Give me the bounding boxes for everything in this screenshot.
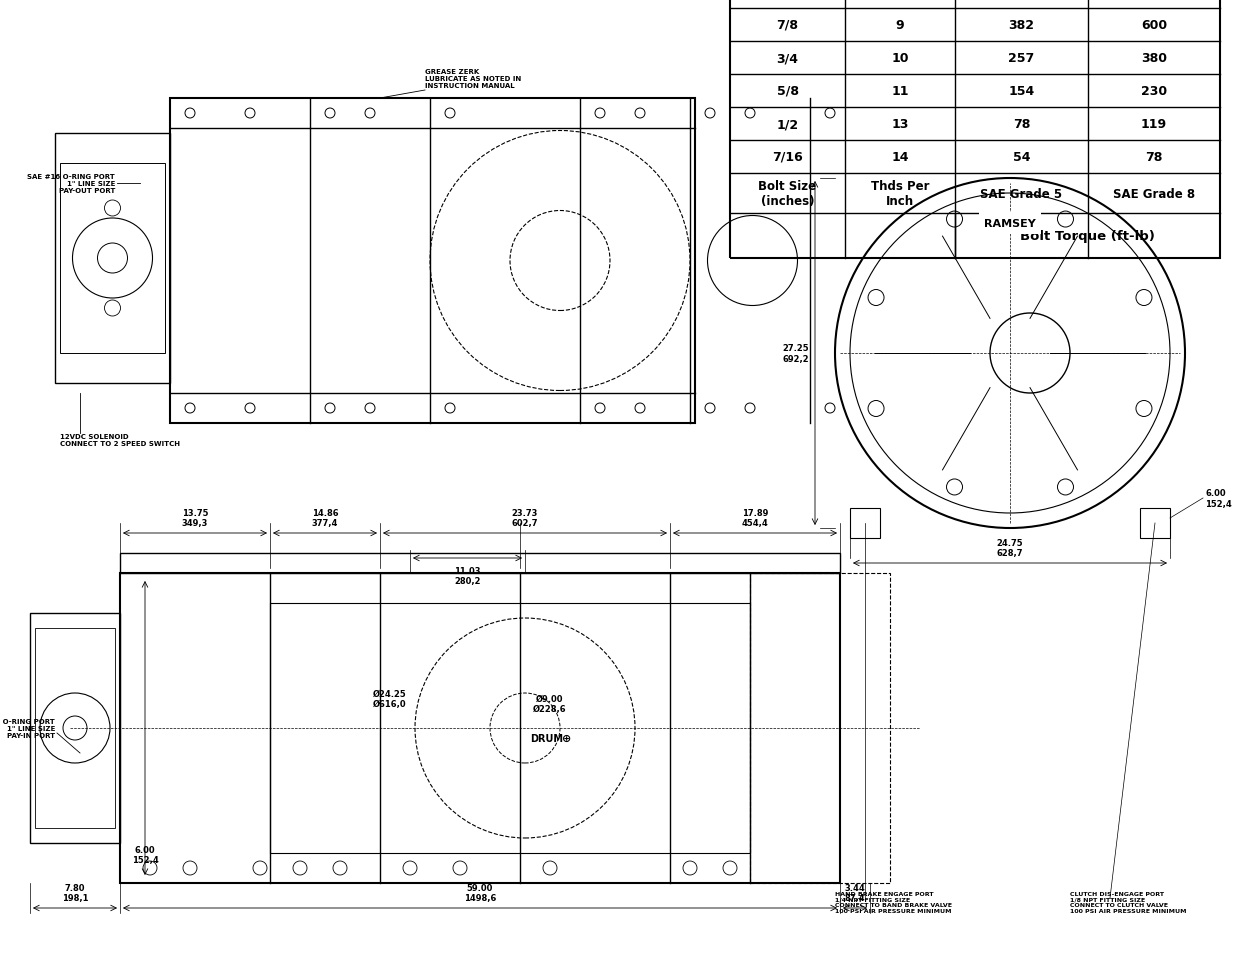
Bar xyxy=(270,603,750,853)
Text: 24.75
628,7: 24.75 628,7 xyxy=(997,538,1024,558)
Text: 600: 600 xyxy=(1141,19,1167,32)
Text: 59.00
1498,6: 59.00 1498,6 xyxy=(464,882,496,902)
Text: DRUM: DRUM xyxy=(530,733,563,743)
Text: 14: 14 xyxy=(892,151,909,164)
Text: 7.80
198,1: 7.80 198,1 xyxy=(62,882,88,902)
Text: 23.73
602,7: 23.73 602,7 xyxy=(511,508,538,527)
Bar xyxy=(170,99,695,423)
Text: 5/8: 5/8 xyxy=(777,85,799,98)
Bar xyxy=(30,614,120,843)
Text: 9: 9 xyxy=(895,19,904,32)
Text: 27.25
692,2: 27.25 692,2 xyxy=(783,344,809,363)
Text: SAE Grade 8: SAE Grade 8 xyxy=(1113,188,1195,200)
Text: Bolt Torque (ft-lb): Bolt Torque (ft-lb) xyxy=(1020,230,1155,243)
Bar xyxy=(35,628,115,828)
Text: 6.00
152,4: 6.00 152,4 xyxy=(132,845,158,864)
Text: 13.75
349,3: 13.75 349,3 xyxy=(182,508,209,527)
Text: SAE #16 O-RING PORT
1" LINE SIZE
PAY-IN PORT: SAE #16 O-RING PORT 1" LINE SIZE PAY-IN … xyxy=(0,719,56,739)
Text: Bolt Size
(inches): Bolt Size (inches) xyxy=(758,180,816,208)
Bar xyxy=(730,0,1220,258)
Text: 13: 13 xyxy=(892,118,909,131)
Text: ⊕: ⊕ xyxy=(562,733,572,743)
Text: 11.03
280,2: 11.03 280,2 xyxy=(454,566,480,586)
Text: 78: 78 xyxy=(1145,151,1162,164)
Bar xyxy=(850,509,881,538)
Text: 230: 230 xyxy=(1141,85,1167,98)
Text: 14.86
377,4: 14.86 377,4 xyxy=(311,508,338,527)
Text: 10: 10 xyxy=(892,52,909,65)
Text: 380: 380 xyxy=(1141,52,1167,65)
Text: RAMSEY: RAMSEY xyxy=(984,219,1036,229)
Text: Ø9.00
Ø228,6: Ø9.00 Ø228,6 xyxy=(534,694,567,713)
Bar xyxy=(750,574,890,883)
Text: 119: 119 xyxy=(1141,118,1167,131)
Text: 3.44
87,4: 3.44 87,4 xyxy=(845,882,866,902)
Bar xyxy=(61,164,165,354)
Text: Thds Per
Inch: Thds Per Inch xyxy=(871,180,929,208)
Text: 257: 257 xyxy=(1008,52,1035,65)
Bar xyxy=(120,554,840,574)
Text: Ø24.25
Ø616,0: Ø24.25 Ø616,0 xyxy=(373,689,406,708)
Text: 1/2: 1/2 xyxy=(777,118,799,131)
Text: 54: 54 xyxy=(1013,151,1030,164)
Text: 154: 154 xyxy=(1008,85,1035,98)
Text: 7/8: 7/8 xyxy=(777,19,799,32)
Text: GREASE ZERK
LUBRICATE AS NOTED IN
INSTRUCTION MANUAL: GREASE ZERK LUBRICATE AS NOTED IN INSTRU… xyxy=(425,69,521,89)
Text: HAND BRAKE ENGAGE PORT
1/4 NPT FITTING SIZE
CONNECT TO BAND BRAKE VALVE
100 PSI : HAND BRAKE ENGAGE PORT 1/4 NPT FITTING S… xyxy=(835,891,952,913)
Text: 11: 11 xyxy=(892,85,909,98)
Text: SAE Grade 5: SAE Grade 5 xyxy=(981,188,1062,200)
Text: 78: 78 xyxy=(1013,118,1030,131)
Bar xyxy=(120,574,840,883)
Bar xyxy=(56,133,170,384)
Text: 3/4: 3/4 xyxy=(777,52,799,65)
Text: 7/16: 7/16 xyxy=(772,151,803,164)
Text: SAE #16 O-RING PORT
1" LINE SIZE
PAY-OUT PORT: SAE #16 O-RING PORT 1" LINE SIZE PAY-OUT… xyxy=(27,173,115,193)
Text: 17.89
454,4: 17.89 454,4 xyxy=(742,508,768,527)
Text: 12VDC SOLENOID
CONNECT TO 2 SPEED SWITCH: 12VDC SOLENOID CONNECT TO 2 SPEED SWITCH xyxy=(61,434,180,447)
Text: 382: 382 xyxy=(1009,19,1035,32)
Text: 6.00
152,4: 6.00 152,4 xyxy=(1205,489,1231,508)
Bar xyxy=(1140,509,1170,538)
Text: CLUTCH DIS-ENGAGE PORT
1/8 NPT FITTING SIZE
CONNECT TO CLUTCH VALVE
100 PSI AIR : CLUTCH DIS-ENGAGE PORT 1/8 NPT FITTING S… xyxy=(1070,891,1187,913)
